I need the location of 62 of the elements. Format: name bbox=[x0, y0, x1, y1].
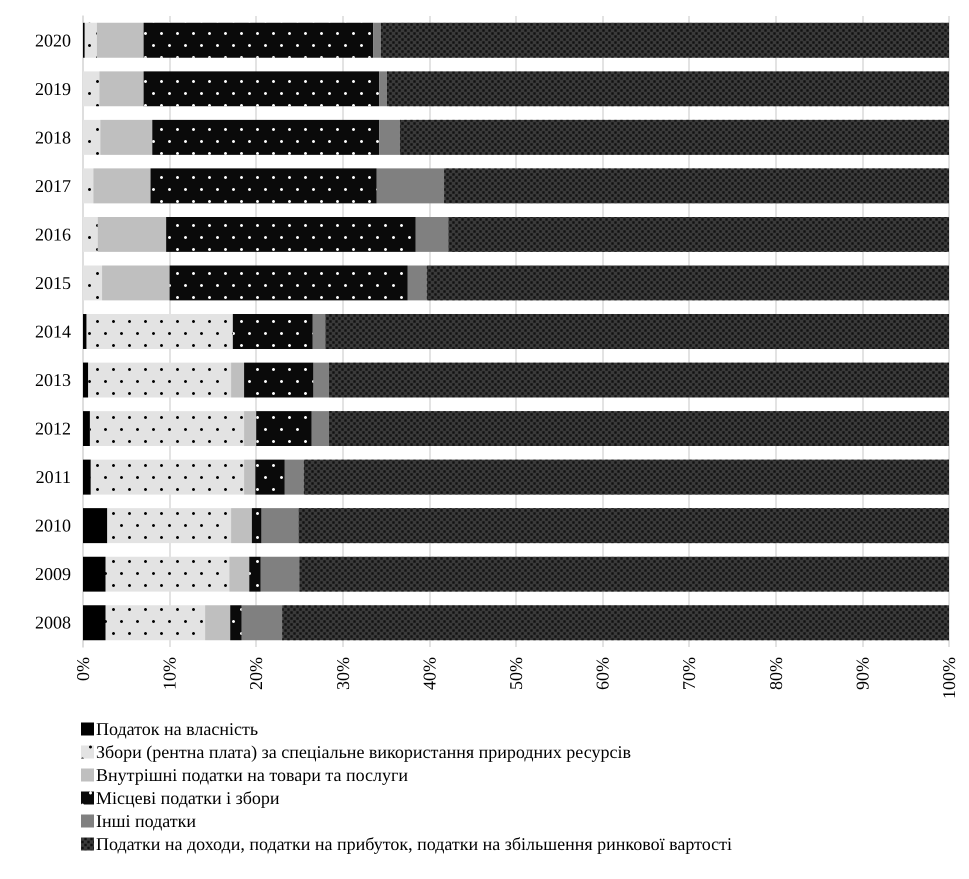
y-tick-label: 2014 bbox=[35, 322, 71, 342]
bar bbox=[373, 22, 381, 58]
bar bbox=[376, 168, 444, 204]
x-tick-label: 90% bbox=[852, 657, 872, 690]
bar bbox=[284, 460, 304, 495]
bar bbox=[100, 120, 152, 155]
legend-label: Внутрішні податки на товари та послуги bbox=[96, 765, 408, 785]
bar bbox=[102, 265, 170, 300]
x-tick-label: 40% bbox=[419, 657, 440, 690]
legend-label: Збори (рентна плата) за спеціальне використання природних ресурсів bbox=[96, 742, 631, 762]
legend-label: Місцеві податки і збори bbox=[96, 788, 280, 808]
bar bbox=[231, 508, 252, 544]
y-tick-label: 2019 bbox=[35, 78, 71, 99]
x-tick-label: 80% bbox=[766, 657, 786, 690]
bar bbox=[83, 605, 106, 640]
bar bbox=[261, 508, 299, 544]
y-tick-label: 2009 bbox=[35, 564, 71, 584]
bar bbox=[408, 265, 427, 300]
bar bbox=[229, 556, 250, 592]
bar bbox=[99, 71, 144, 106]
bar bbox=[231, 362, 244, 398]
bar bbox=[83, 556, 106, 592]
y-tick-label: 2008 bbox=[35, 612, 71, 633]
y-tick-label: 2015 bbox=[35, 272, 71, 293]
x-tick-label: 10% bbox=[160, 657, 180, 690]
bar bbox=[260, 556, 300, 592]
x-tick-label: 100% bbox=[939, 657, 959, 699]
bar bbox=[312, 411, 329, 446]
legend-label: Податок на власність bbox=[96, 719, 258, 739]
x-tick-label: 60% bbox=[592, 657, 613, 690]
bar bbox=[83, 460, 91, 495]
bar bbox=[96, 22, 144, 58]
y-tick-label: 2017 bbox=[35, 176, 71, 196]
y-tick-label: 2010 bbox=[35, 516, 71, 536]
y-tick-label: 2020 bbox=[35, 30, 71, 50]
bar bbox=[83, 362, 88, 398]
bar bbox=[379, 71, 387, 106]
bar bbox=[244, 460, 256, 495]
x-tick-label: 50% bbox=[506, 657, 526, 690]
bar bbox=[416, 216, 448, 252]
bar bbox=[83, 314, 86, 349]
bar bbox=[83, 411, 90, 446]
y-tick-label: 2012 bbox=[35, 418, 71, 439]
x-tick-label: 70% bbox=[679, 657, 700, 690]
x-tick-label: 0% bbox=[73, 657, 93, 681]
bar bbox=[83, 508, 108, 544]
bar bbox=[93, 168, 151, 204]
x-tick-label: 30% bbox=[332, 657, 353, 690]
bar bbox=[205, 605, 230, 640]
x-tick-label: 20% bbox=[246, 657, 266, 690]
bar bbox=[244, 411, 256, 446]
legend-label: Податки на доходи, податки на прибуток, податки на збільшення ринкової вартості bbox=[96, 834, 732, 854]
bar bbox=[313, 362, 329, 398]
y-tick-label: 2018 bbox=[35, 127, 71, 148]
bar bbox=[312, 314, 326, 349]
bar bbox=[379, 120, 400, 155]
y-tick-label: 2013 bbox=[35, 370, 71, 390]
bar bbox=[98, 216, 166, 252]
y-tick-label: 2011 bbox=[36, 467, 71, 488]
y-tick-label: 2016 bbox=[35, 224, 71, 244]
legend-label: Інші податки bbox=[96, 811, 196, 831]
bar bbox=[241, 605, 282, 640]
